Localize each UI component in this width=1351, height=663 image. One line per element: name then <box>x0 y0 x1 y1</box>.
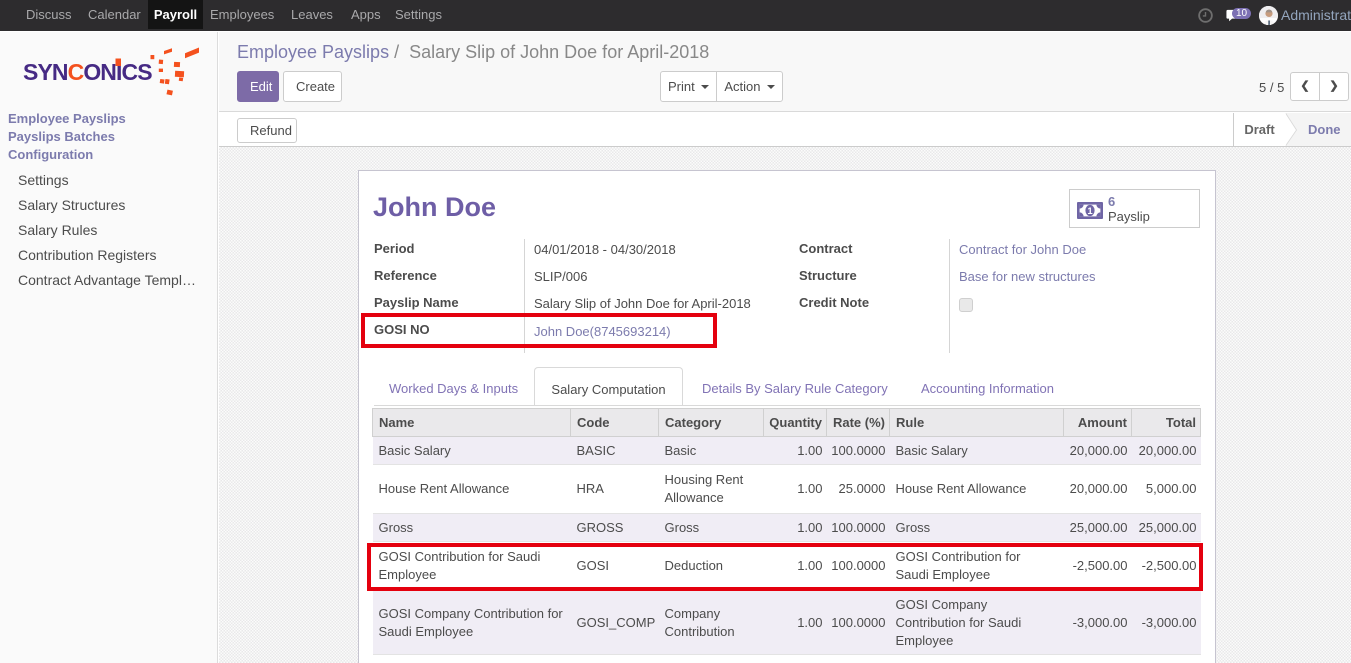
svg-text:SYNCONICS: SYNCONICS <box>23 59 152 85</box>
svg-text:1: 1 <box>1087 206 1093 217</box>
